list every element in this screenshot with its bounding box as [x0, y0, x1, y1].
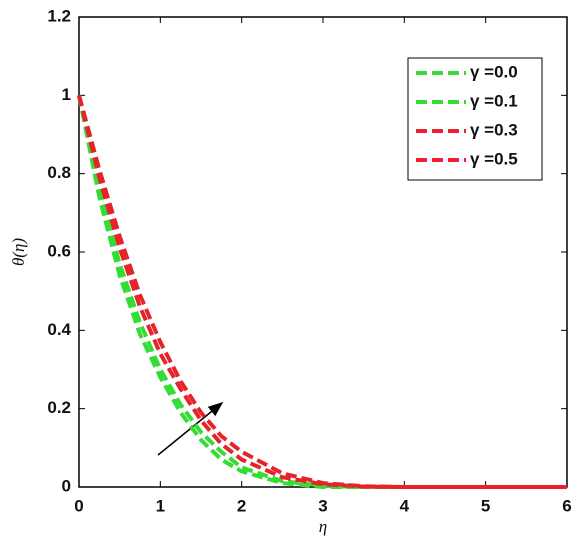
- trend-arrow: [157, 402, 224, 456]
- y-tick-label: 0.4: [47, 320, 71, 339]
- y-tick-label: 0.8: [47, 163, 71, 182]
- y-tick-label: 0.6: [47, 241, 71, 260]
- x-tick-label: 1: [156, 496, 165, 515]
- y-axis-label: θ(η): [9, 238, 28, 266]
- legend-label: γ =0.3: [470, 120, 518, 139]
- y-tick-label: 1.2: [47, 6, 71, 25]
- x-tick-label: 6: [562, 496, 571, 515]
- x-tick-label: 4: [400, 496, 410, 515]
- y-tick-label: 1: [62, 85, 71, 104]
- x-tick-label: 5: [481, 496, 490, 515]
- legend-box: [407, 57, 543, 181]
- x-axis-label: η: [319, 517, 327, 536]
- y-tick-label: 0: [62, 476, 71, 495]
- x-tick-label: 0: [74, 496, 83, 515]
- legend-label: γ =0.0: [470, 62, 518, 81]
- data-line: [77, 94, 567, 489]
- data-line: [77, 94, 567, 489]
- x-tick-label: 2: [237, 496, 246, 515]
- x-tick-label: 3: [318, 496, 327, 515]
- legend-label: γ =0.5: [470, 149, 518, 168]
- y-tick-label: 0.2: [47, 398, 71, 417]
- legend-label: γ =0.1: [470, 91, 518, 110]
